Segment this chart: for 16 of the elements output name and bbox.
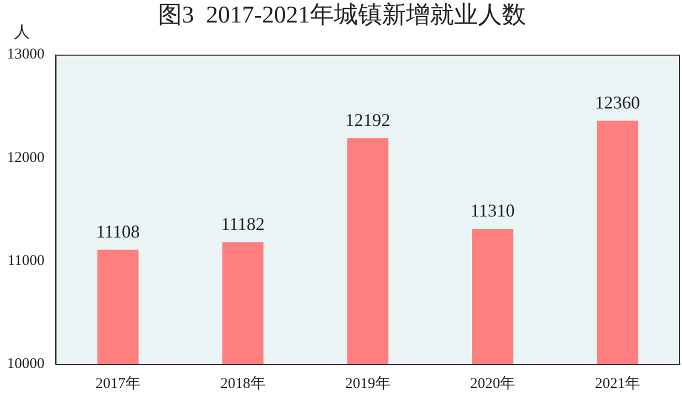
data-label: 12192 — [345, 110, 390, 130]
data-label: 12360 — [595, 92, 640, 112]
y-tick-label: 12000 — [7, 150, 44, 166]
x-tick-label: 2017年 — [95, 374, 140, 392]
chart-title: 图3 2017-2021年城镇新增就业人数 — [158, 2, 526, 29]
y-tick-label: 13000 — [7, 46, 44, 63]
x-tick-label: 2019年 — [345, 374, 390, 392]
y-tick-label: 10000 — [7, 356, 44, 372]
y-axis-title: 人 — [14, 24, 30, 42]
y-tick-label: 11000 — [8, 252, 44, 269]
data-label: 11310 — [470, 200, 515, 221]
data-label: 11108 — [96, 222, 140, 242]
x-tick-label: 2020年 — [470, 374, 516, 392]
data-label: 11182 — [221, 214, 265, 234]
x-tick-label: 2018年 — [220, 374, 266, 392]
x-tick-label: 2021年 — [595, 374, 640, 392]
